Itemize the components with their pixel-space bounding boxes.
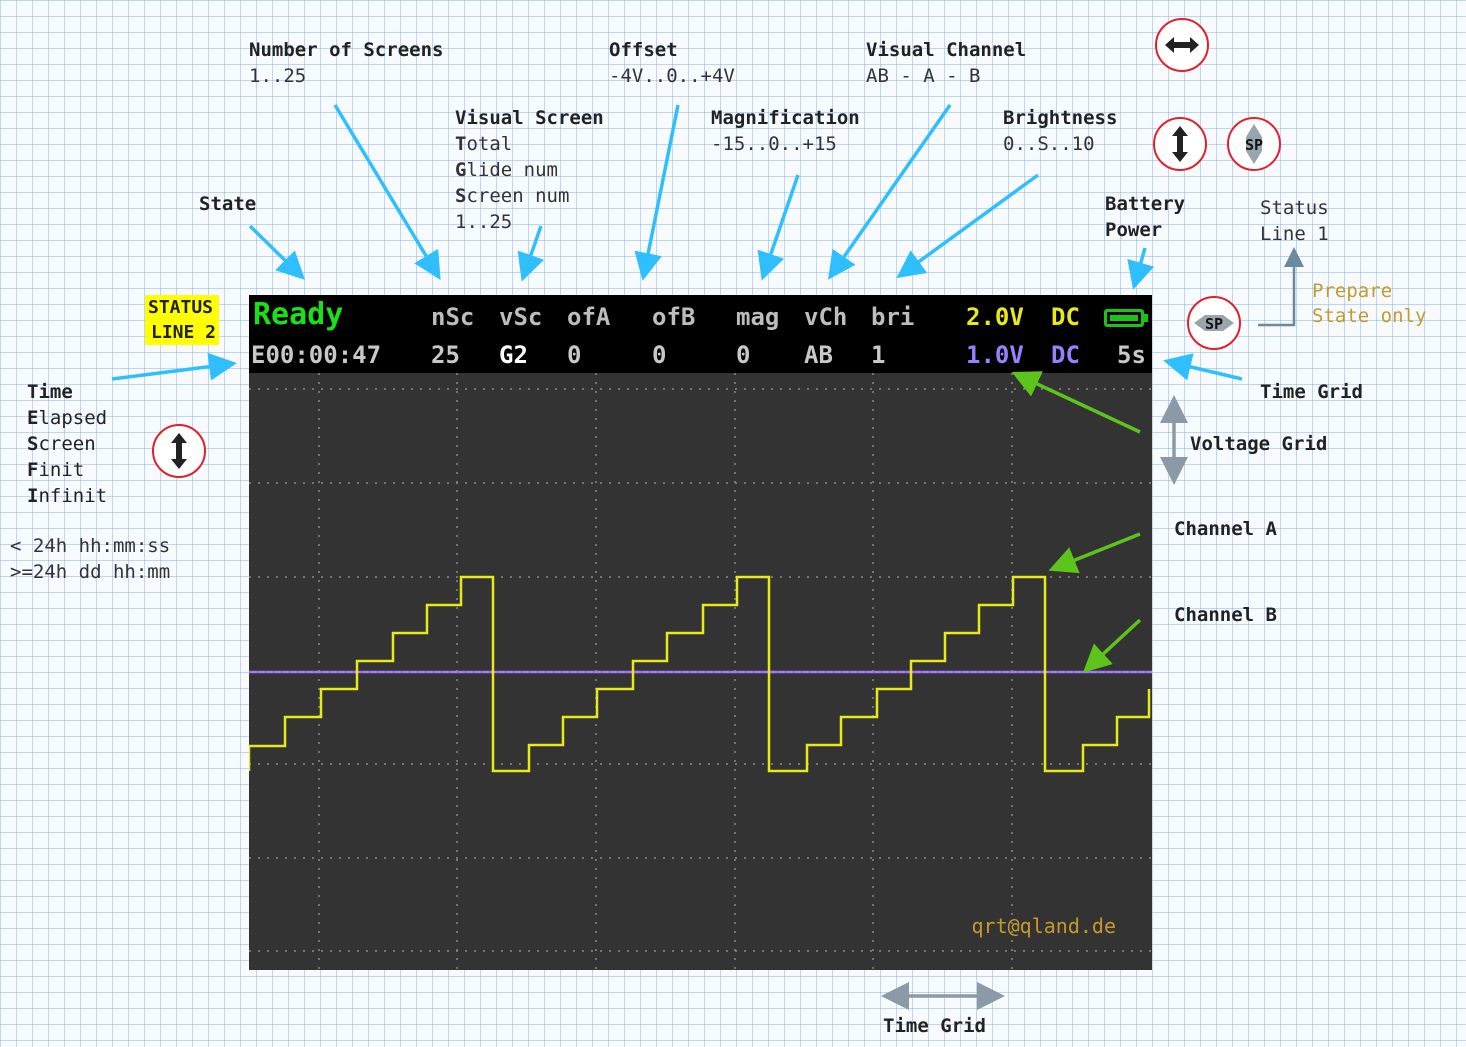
magnification-title: Magnification (711, 107, 860, 129)
arrow-magnification (757, 174, 800, 281)
nsc-label: nSc (431, 303, 475, 331)
channel-a-volts: 2.0V (966, 303, 1024, 331)
magnification-range: -15..0..+15 (711, 133, 837, 155)
arrow-status-line-1 (1258, 247, 1304, 327)
vertical-arrows-time-icon (152, 424, 206, 478)
oscilloscope-screen: Ready nSc vSc ofA ofB mag vCh bri 2.0V D… (249, 295, 1152, 970)
watermark: qrt@qland.de (971, 914, 1117, 938)
channel-b-volts: 1.0V (966, 341, 1024, 369)
horizontal-arrows-icon (1155, 18, 1209, 72)
channel-a-label: Channel A (1174, 518, 1277, 540)
sp-label-vertical: SP (1245, 136, 1263, 154)
arrow-channel-b-volts (1011, 371, 1141, 434)
sp-horizontal-icon: SP (1187, 296, 1241, 350)
arrow-status-line-2 (111, 352, 237, 381)
status-bar: Ready nSc vSc ofA ofB mag vCh bri 2.0V D… (249, 295, 1152, 373)
ofa-label: ofA (567, 303, 611, 331)
vsc-value: G2 (499, 341, 528, 369)
bri-label: bri (871, 303, 915, 331)
battery-tip (1144, 314, 1148, 322)
battery-power-line1: Battery (1105, 193, 1186, 215)
time-format-long: >=24h dd hh:mm (10, 561, 171, 583)
status-line-1-label-line1: Status (1260, 197, 1329, 219)
visual-screen-screen: Screen num (455, 185, 570, 207)
ofb-label: ofB (652, 303, 696, 331)
battery-power-line2: Power (1105, 219, 1163, 241)
sp-vertical-icon: SP (1227, 117, 1281, 171)
time-grid-value: 5s (1117, 341, 1146, 369)
visual-screen-range: 1..25 (455, 211, 513, 233)
voltage-grid-label: Voltage Grid (1190, 433, 1328, 455)
battery-icon (1104, 309, 1144, 327)
status-line-1-label-line2: Line 1 (1260, 223, 1329, 245)
vch-label: vCh (804, 303, 848, 331)
channel-b-label: Channel B (1174, 604, 1277, 626)
time-mode-infinit: Infinit (27, 485, 108, 507)
time-mode-time: Time (27, 381, 73, 403)
time-grid-bottom-label: Time Grid (883, 1015, 986, 1037)
time-grid-right-label: Time Grid (1260, 381, 1363, 403)
state-title: State (199, 193, 257, 215)
vsc-label: vSc (499, 303, 543, 331)
ofa-value: 0 (567, 341, 582, 369)
arrow-channel-b (1082, 618, 1142, 673)
time-mode-screen: Screen (27, 433, 96, 455)
ofb-value: 0 (652, 341, 667, 369)
arrow-number-of-screens (333, 104, 441, 280)
brightness-range: 0..S..10 (1003, 133, 1095, 155)
time-mode-finit: Finit (27, 459, 85, 481)
waveform-plot (249, 373, 1152, 970)
arrow-offset (634, 104, 680, 281)
arrow-visual-channel (827, 103, 952, 280)
mag-label: mag (736, 303, 780, 331)
arrow-brightness (896, 173, 1040, 279)
bri-value: 1 (871, 341, 886, 369)
arrow-visual-screen (517, 225, 545, 282)
arrow-channel-a (1048, 532, 1141, 574)
visual-channel-title: Visual Channel (866, 39, 1027, 61)
sp-label-horizontal: SP (1205, 315, 1223, 333)
offset-range: -4V..0..+4V (609, 65, 735, 87)
visual-channel-range: AB - A - B (866, 65, 981, 87)
vch-value: AB (804, 341, 833, 369)
channel-a-coupling: DC (1051, 303, 1080, 331)
offset-title: Offset (609, 39, 678, 61)
arrow-time-grid (1163, 353, 1243, 381)
brightness-title: Brightness (1003, 107, 1118, 129)
arrow-battery (1127, 247, 1155, 290)
channel-a-trace (249, 575, 1151, 773)
visual-screen-glide: Glide num (455, 159, 558, 181)
number-of-screens-title: Number of Screens (249, 39, 444, 61)
visual-screen-title: Visual Screen (455, 107, 604, 129)
elapsed-time-value: E00:00:47 (251, 341, 382, 369)
time-mode-elapsed: Elapsed (27, 407, 108, 429)
time-format-short: < 24h hh:mm:ss (10, 535, 171, 557)
mag-value: 0 (736, 341, 751, 369)
visual-screen-total: Total (455, 133, 513, 155)
state-value: Ready (253, 297, 344, 332)
status-line-2-tag: STATUS LINE 2 (145, 295, 220, 345)
prepare-state-line2: State only (1312, 305, 1427, 327)
number-of-screens-range: 1..25 (249, 65, 307, 87)
vertical-arrows-icon (1153, 117, 1207, 171)
prepare-state-line1: Prepare (1312, 280, 1393, 302)
nsc-value: 25 (431, 341, 460, 369)
channel-b-coupling: DC (1051, 341, 1080, 369)
arrow-state (248, 224, 305, 280)
